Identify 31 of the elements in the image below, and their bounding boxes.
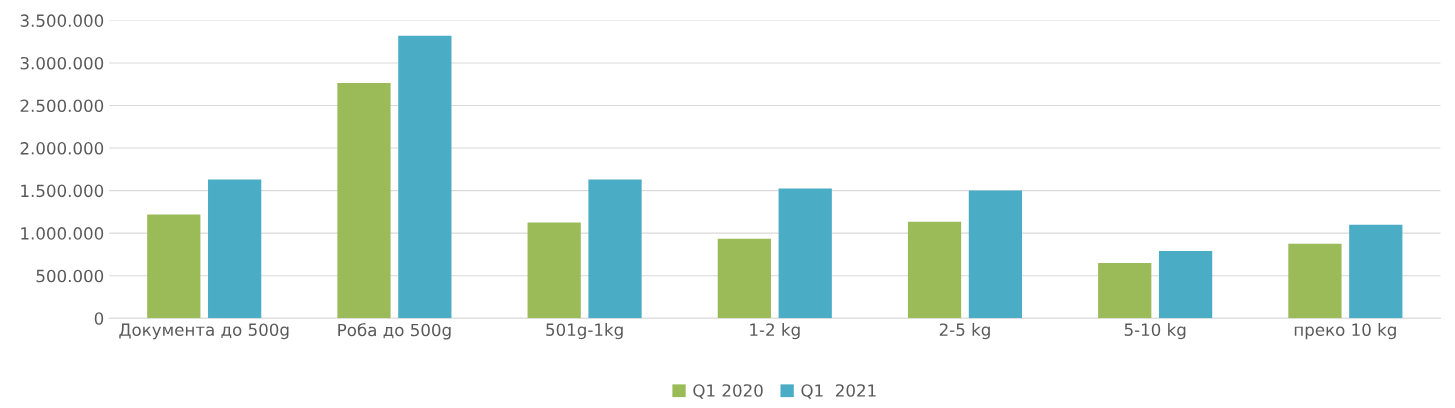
bar	[1349, 224, 1403, 319]
bar	[778, 188, 832, 319]
x-tick-label: 501g-1kg	[546, 323, 623, 340]
bar	[398, 35, 452, 319]
legend-label: Q1 2021	[801, 384, 876, 399]
x-tick-label: 5-10 kg	[1124, 323, 1186, 340]
y-tick-label: 3.500.000	[20, 14, 104, 27]
bar	[337, 82, 391, 319]
y-tick-label: 1.000.000	[21, 227, 104, 240]
y-tick-label: 2.500.000	[20, 99, 104, 113]
x-tick-label: 1-2 kg	[750, 323, 800, 340]
legend-label: Q1 2020	[693, 384, 763, 399]
x-tick-label: Роба до 500g	[338, 323, 451, 340]
bar	[208, 179, 262, 319]
bar	[968, 190, 1023, 319]
y-tick-label: 2.000.000	[20, 142, 104, 155]
bar	[588, 179, 642, 319]
bar	[1158, 251, 1213, 319]
bar	[717, 238, 771, 319]
bar	[147, 214, 201, 319]
y-tick-label: 500.000	[36, 269, 104, 283]
x-tick-label: преко 10 kg	[1294, 323, 1396, 340]
y-tick-label: 1.500.000	[21, 184, 104, 198]
y-tick-label: 0	[94, 312, 104, 325]
x-tick-label: Документа до 500g	[119, 323, 289, 340]
bar	[527, 222, 581, 319]
bar	[1288, 243, 1342, 319]
y-tick-label: 3.000.000	[20, 56, 104, 70]
bar	[907, 221, 962, 319]
x-tick-label: 2-5 kg	[939, 323, 990, 340]
bar	[1098, 262, 1152, 319]
